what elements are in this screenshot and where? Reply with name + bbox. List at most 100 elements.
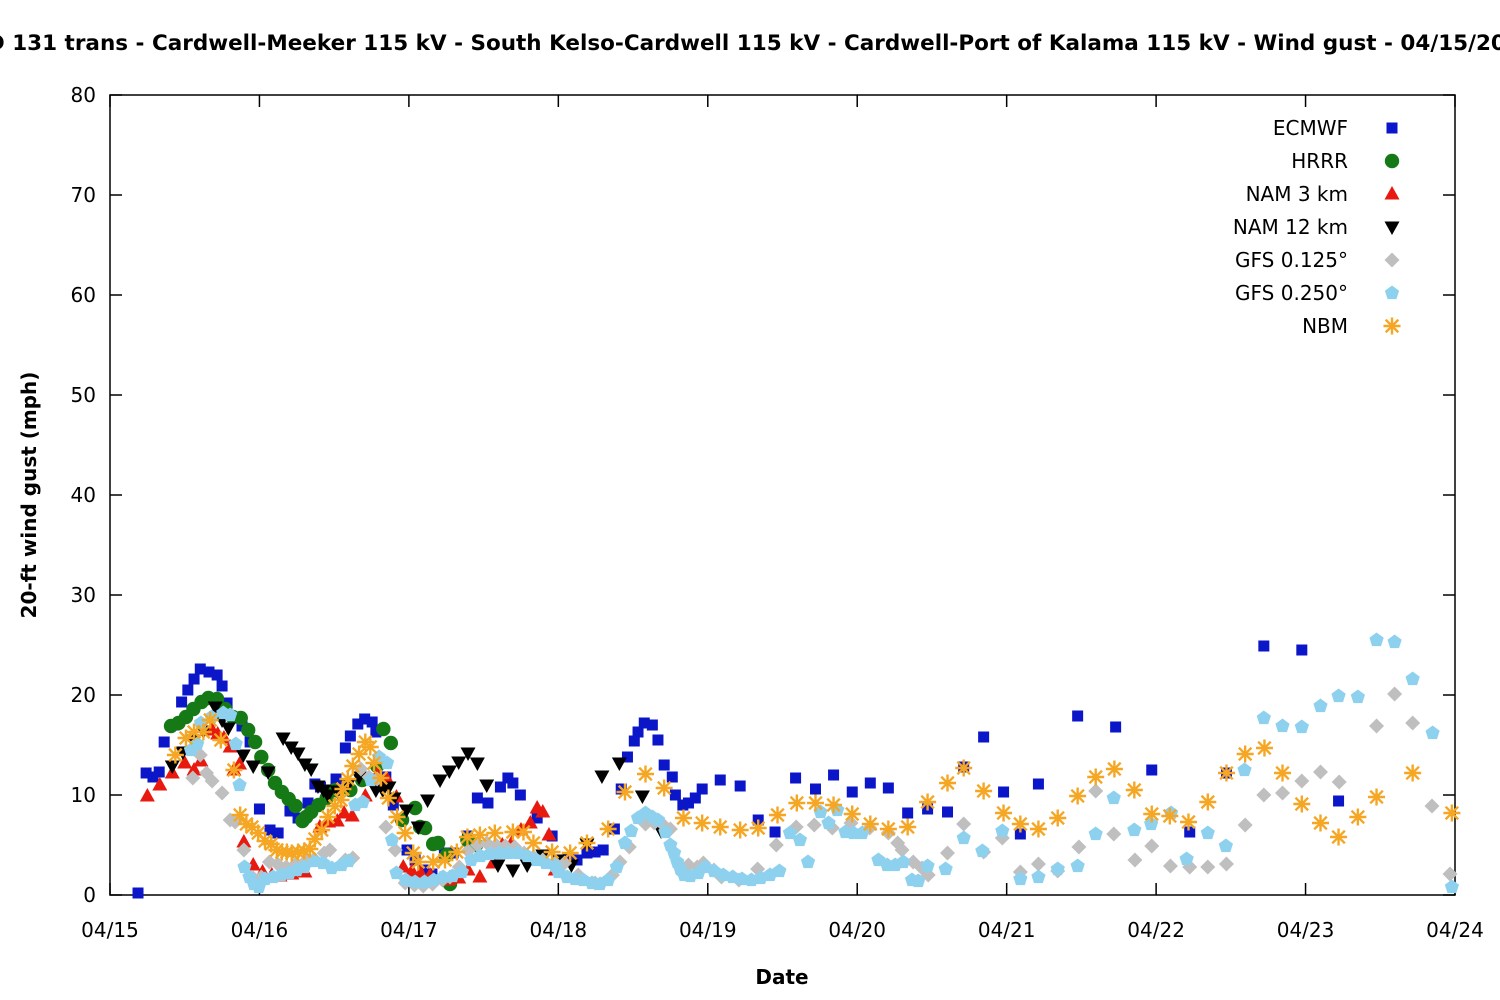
pentagon-marker — [813, 804, 828, 819]
square-marker — [769, 826, 781, 838]
square-marker — [158, 736, 170, 748]
triangle-up-marker — [404, 863, 420, 877]
data-point — [975, 843, 990, 858]
legend-marker-point — [1384, 252, 1400, 268]
diamond-marker — [1384, 252, 1400, 268]
diamond-marker — [1144, 838, 1160, 854]
data-point — [601, 872, 616, 887]
data-point — [734, 780, 746, 792]
data-point — [1333, 795, 1345, 807]
data-point — [1256, 787, 1272, 803]
data-point — [1088, 826, 1103, 841]
data-point — [821, 815, 836, 830]
diamond-marker — [894, 842, 910, 858]
asterisk-marker — [437, 852, 453, 868]
y-tick-label: 10 — [71, 783, 96, 807]
data-point — [920, 858, 935, 873]
asterisk-marker — [826, 797, 841, 813]
square-marker — [689, 792, 701, 804]
data-point — [1144, 816, 1159, 831]
data-point — [313, 821, 331, 839]
data-point — [1031, 869, 1046, 884]
data-point — [220, 722, 236, 736]
data-point — [494, 781, 506, 793]
data-point — [379, 789, 397, 807]
data-point — [782, 825, 798, 840]
pentagon-marker — [1313, 698, 1328, 713]
asterisk-marker — [1405, 765, 1420, 781]
asterisk-marker — [232, 807, 248, 823]
data-point — [272, 827, 284, 839]
data-point — [975, 782, 993, 800]
y-axis-label: 20-ft wind gust (mph) — [17, 372, 41, 619]
data-point — [599, 820, 617, 838]
asterisk-marker — [845, 806, 860, 822]
data-point — [911, 873, 926, 888]
data-point — [336, 805, 352, 819]
data-point — [899, 818, 917, 836]
data-point — [140, 767, 152, 779]
pentagon-marker — [1425, 725, 1440, 740]
data-point — [381, 781, 397, 795]
data-point — [535, 804, 551, 818]
square-marker — [339, 742, 351, 754]
data-point — [561, 844, 579, 862]
pentagon-marker — [1127, 822, 1142, 837]
square-marker — [132, 887, 144, 899]
data-point — [231, 806, 249, 824]
data-point — [260, 766, 276, 780]
data-point — [942, 806, 954, 818]
pentagon-marker — [800, 854, 816, 869]
data-point — [228, 736, 243, 751]
asterisk-marker — [657, 780, 672, 796]
data-point — [689, 792, 701, 804]
y-tick-label: 60 — [71, 283, 96, 307]
square-marker — [628, 735, 640, 747]
data-point — [376, 721, 391, 737]
triangle-down-marker — [451, 756, 467, 770]
asterisk-marker — [516, 824, 531, 840]
data-point — [543, 843, 561, 861]
asterisk-marker — [1313, 815, 1328, 831]
square-marker — [1146, 764, 1158, 776]
data-point — [176, 696, 188, 708]
asterisk-marker — [544, 844, 560, 860]
data-point — [650, 812, 666, 827]
data-point — [940, 845, 956, 861]
triangle-up-marker — [177, 755, 193, 769]
data-point — [714, 774, 726, 786]
square-marker — [581, 847, 593, 859]
asterisk-marker — [563, 845, 578, 861]
data-point — [297, 859, 312, 874]
data-point — [1237, 762, 1252, 777]
asterisk-marker — [340, 771, 356, 787]
pentagon-marker — [223, 707, 238, 722]
diamond-marker — [768, 837, 784, 853]
x-tick-label: 04/17 — [380, 918, 438, 942]
data-point — [978, 731, 990, 743]
asterisk-marker — [1369, 789, 1384, 805]
diamond-marker — [227, 814, 243, 830]
triangle-down-marker — [320, 789, 336, 803]
pentagon-marker — [1218, 838, 1233, 853]
legend-marker-point — [1383, 317, 1401, 335]
data-point — [1013, 871, 1028, 886]
square-marker — [264, 824, 276, 836]
asterisk-marker — [881, 821, 896, 837]
data-point — [264, 824, 276, 836]
data-point — [669, 789, 681, 801]
data-point — [617, 835, 633, 850]
data-point — [628, 735, 640, 747]
triangle-down-marker — [381, 781, 397, 795]
triangle-down-marker — [207, 701, 223, 715]
data-point — [441, 765, 457, 779]
asterisk-marker — [713, 819, 728, 835]
pentagon-marker — [624, 823, 639, 838]
triangle-down-marker — [611, 757, 627, 771]
data-point — [846, 786, 858, 798]
data-point — [214, 785, 230, 801]
x-tick-label: 04/24 — [1426, 918, 1484, 942]
square-marker — [1258, 640, 1270, 652]
